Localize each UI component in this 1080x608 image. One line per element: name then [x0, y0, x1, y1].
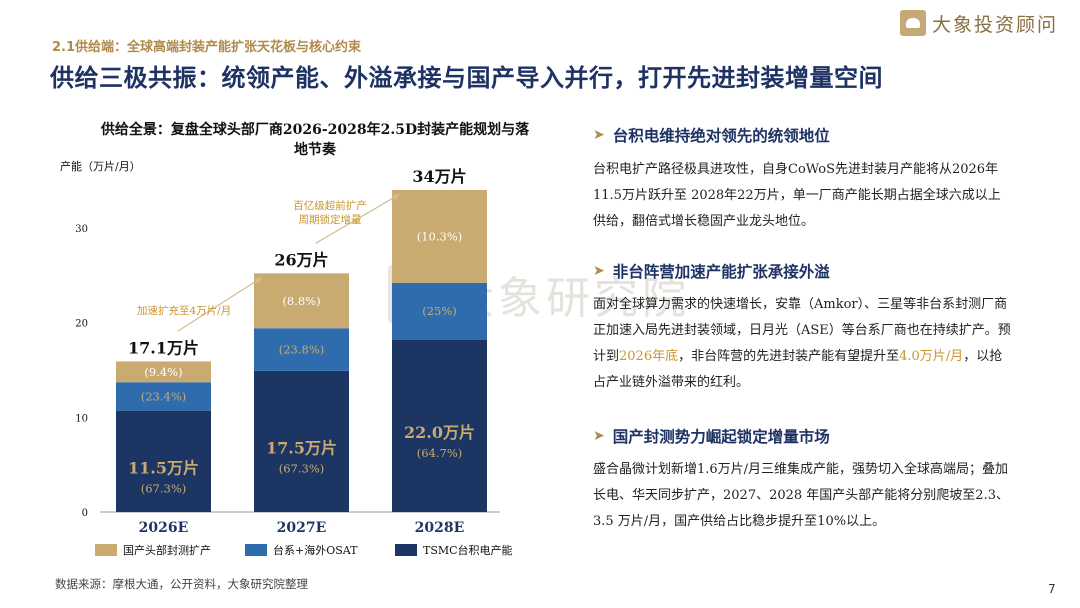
bar-label-tsmc-value: 17.5万片: [266, 438, 337, 457]
annotation-2027-2028-line2: 周期锁定增量: [299, 213, 362, 226]
chevron-right-icon: ➤: [593, 127, 605, 143]
bar-label-tsmc-value: 11.5万片: [128, 458, 199, 477]
highlight-capacity: 4.0万片/月: [899, 349, 964, 364]
section-heading-non-taiwan: ➤ 非台阵营加速产能扩张承接外溢: [593, 260, 830, 282]
x-category-label: 2028E: [415, 520, 465, 536]
brand-logo: 大象投资顾问: [900, 6, 1070, 40]
bar-label-osat-pct: (25%): [422, 304, 457, 318]
annotation-2026-2027: 加速扩充至4万片/月: [137, 304, 231, 317]
growth-arrow-2026-2027-line: [177, 276, 263, 332]
bar-segment-domestic: [254, 273, 349, 329]
legend-item-domestic: 国产头部封测扩产: [95, 542, 211, 558]
y-tick-label: 0: [82, 508, 88, 519]
body-text: 面对全球算力需求的快速增长，安靠（Amkor）、三星等非台系封测厂商正加速入局先…: [593, 297, 1011, 364]
growth-arrow-2026-2027-head: [254, 277, 262, 285]
y-tick-label: 30: [75, 224, 88, 235]
bar-total-label: 17.1万片: [128, 338, 199, 357]
section-heading-tsmc: ➤ 台积电维持绝对领先的统领地位: [593, 124, 830, 146]
legend-item-tsmc: TSMC台积电产能: [395, 542, 513, 558]
growth-arrow-2027-2028-line: [315, 193, 401, 244]
legend-label-osat: 台系+海外OSAT: [273, 544, 358, 557]
elephant-logo-icon: [900, 10, 926, 36]
section-body-domestic: 盛合晶微计划新增1.6万片/月三维集成产能，强势切入全球高端局；叠加长电、华天同…: [593, 462, 1009, 529]
logo-text: 大象投资顾问: [932, 13, 1059, 36]
bar-label-domestic-pct: (9.4%): [144, 365, 182, 379]
section-body-tsmc: 台积电扩产路径极具进攻性，自身CoWoS先进封装月产能将从2026年11.5万片…: [593, 162, 1001, 229]
legend-swatch-tsmc: [395, 544, 417, 556]
bar-label-osat-pct: (23.8%): [279, 343, 325, 357]
section-heading-text: 台积电维持绝对领先的统领地位: [612, 127, 830, 145]
y-tick-label: 10: [75, 413, 88, 424]
body-text: ，以抢占产业链外溢带来的红利。: [593, 349, 1003, 390]
annotation-2027-2028-line1: 百亿级超前扩产: [293, 199, 367, 212]
section-heading-text: 非台阵营加速产能扩张承接外溢: [612, 263, 830, 281]
bar-label-tsmc-pct: (64.7%): [417, 446, 463, 460]
bar-label-osat-pct: (23.4%): [141, 389, 187, 403]
bar-label-domestic-pct: (8.8%): [282, 294, 320, 308]
page-number: 7: [1048, 582, 1056, 596]
bar-segment-domestic: [392, 190, 487, 283]
bar-segment-osat: [392, 282, 487, 340]
legend-item-osat: 台系+海外OSAT: [245, 542, 357, 558]
section-heading-text: 国产封测势力崛起锁定增量市场: [612, 428, 830, 446]
growth-arrow-2027-2028-head: [392, 194, 400, 201]
chevron-right-icon: ➤: [593, 263, 605, 279]
bar-label-tsmc-pct: (67.3%): [279, 461, 325, 475]
bar-segment-tsmc: [392, 339, 487, 512]
section-tag: 2.1供给端：全球高端封装产能扩张天花板与核心约束: [52, 40, 362, 55]
x-category-label: 2027E: [277, 520, 327, 536]
chart-legend: 国产头部封测扩产 台系+海外OSAT TSMC台积电产能: [95, 542, 555, 560]
y-axis-label: 产能（万片/月）: [60, 159, 141, 173]
legend-label-tsmc: TSMC台积电产能: [423, 544, 513, 557]
chevron-right-icon: ➤: [593, 428, 605, 444]
data-source: 数据来源：摩根大通，公开资料，大象研究院整理: [55, 577, 308, 591]
capacity-stacked-bar-chart: 产能（万片/月） 0 10 20 30 11.5万片 (67.3%) (23.4%) (9.4%…: [60, 159, 500, 536]
section-heading-domestic: ➤ 国产封测势力崛起锁定增量市场: [593, 425, 830, 447]
bar-segment-tsmc: [116, 410, 211, 512]
bar-segment-tsmc: [254, 370, 349, 512]
chart-title: 供给全景：复盘全球头部厂商2026-2028年2.5D封装产能规划与落地节奏: [100, 122, 530, 158]
bar-total-label: 26万片: [274, 250, 328, 269]
bar-segment-osat: [116, 382, 211, 411]
bar-total-label: 34万片: [412, 167, 466, 186]
x-category-label: 2026E: [139, 520, 189, 536]
y-tick-label: 20: [75, 319, 88, 330]
page-title: 供给三极共振：统领产能、外溢承接与国产导入并行，打开先进封装增量空间: [50, 64, 883, 92]
bar-label-domestic-pct: (10.3%): [417, 229, 463, 243]
legend-swatch-domestic: [95, 544, 117, 556]
body-text: ，非台阵营的先进封装产能有望提升至: [678, 349, 900, 364]
legend-swatch-osat: [245, 544, 267, 556]
legend-label-domestic: 国产头部封测扩产: [123, 544, 211, 557]
section-body-non-taiwan: 面对全球算力需求的快速增长，安靠（Amkor）、三星等非台系封测厂商正加速入局先…: [593, 292, 1011, 396]
bar-label-tsmc-pct: (67.3%): [141, 481, 187, 495]
bar-segment-domestic: [116, 361, 211, 383]
highlight-date: 2026年底: [619, 349, 679, 364]
bar-segment-osat: [254, 328, 349, 371]
bar-label-tsmc-value: 22.0万片: [404, 423, 475, 442]
